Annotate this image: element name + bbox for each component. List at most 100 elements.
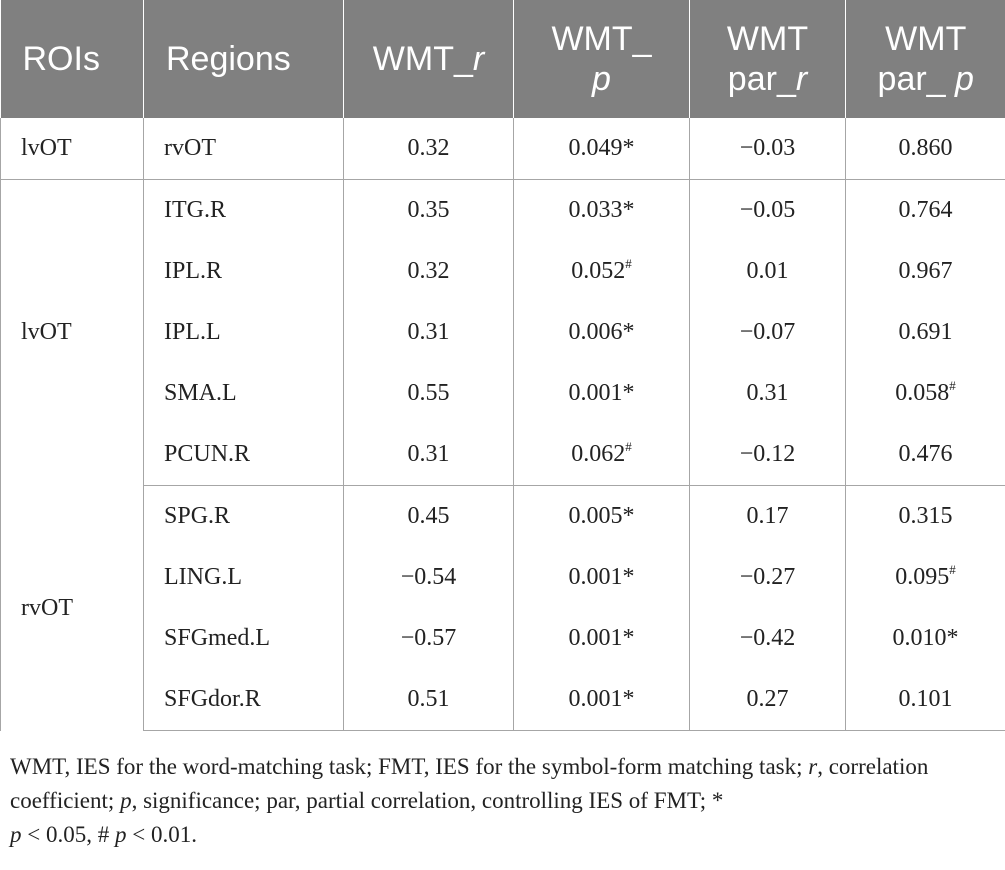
roi-cell: lvOT (0, 179, 144, 486)
wmt-p-cell: 0.001* (513, 608, 690, 669)
wmt-p-cell: 0.001* (513, 669, 690, 731)
header-par-r-line1: WMT (726, 20, 809, 58)
wmt-p-cell: 0.001* (513, 363, 690, 424)
wmt-p-cell: 0.033* (513, 179, 690, 241)
wmt-p-cell-marker: # (625, 256, 632, 271)
wmt-p-cell-marker: # (625, 439, 632, 454)
footnote-p-symbol-3: p (114, 822, 127, 847)
par-p-cell-value: 0.476 (898, 441, 953, 467)
footnote-text: WMT, IES for the word-matching task; FMT… (10, 750, 995, 852)
table-row: LING.L −0.54 0.001* −0.27 0.095# (1, 547, 1005, 608)
wmt-p-cell-value: 0.001* (568, 380, 635, 406)
table-row: rvOT SPG.R 0.45 0.005* 0.17 0.315 (0, 485, 1005, 731)
footnote-p-symbol: p (120, 788, 132, 813)
par-p-cell: 0.095# (845, 547, 1005, 608)
region-cell: SFGmed.L (143, 608, 344, 669)
region-cell: SMA.L (143, 363, 344, 424)
footnote-r-symbol: r (808, 754, 818, 779)
wmt-p-cell-value: 0.006* (568, 319, 635, 345)
region-cell: LING.L (143, 547, 344, 608)
header-regions: Regions (143, 0, 344, 118)
footnote-part-5: < 0.01. (126, 822, 197, 847)
wmt-p-cell-value: 0.033* (568, 197, 635, 223)
par-r-cell: −0.12 (689, 424, 846, 486)
table-row: SFGmed.L −0.57 0.001* −0.42 0.010* (1, 608, 1005, 669)
table-row: IPL.R 0.32 0.052# 0.01 0.967 (1, 241, 1005, 302)
wmt-p-cell-value: 0.001* (568, 625, 635, 651)
par-r-cell: −0.03 (689, 118, 846, 180)
par-p-cell-value: 0.691 (898, 319, 953, 345)
region-cell: rvOT (143, 118, 344, 180)
wmt-r-cell: 0.45 (343, 485, 514, 547)
header-wmt-r-symbol: r (472, 40, 485, 78)
table-row: IPL.L 0.31 0.006* −0.07 0.691 (1, 302, 1005, 363)
wmt-r-cell: −0.54 (343, 547, 514, 608)
header-wmt-r-prefix: WMT_ (372, 40, 473, 78)
wmt-r-cell: 0.32 (343, 118, 514, 180)
par-p-cell-value: 0.101 (898, 686, 953, 712)
wmt-r-cell: 0.51 (343, 669, 514, 731)
par-r-cell: 0.17 (689, 485, 846, 547)
par-p-cell: 0.967 (845, 241, 1005, 302)
par-p-cell: 0.010* (845, 608, 1005, 669)
par-r-cell: 0.31 (689, 363, 846, 424)
wmt-p-cell: 0.006* (513, 302, 690, 363)
wmt-p-cell: 0.052# (513, 241, 690, 302)
par-p-cell-marker: # (949, 562, 956, 577)
region-cell: PCUN.R (143, 424, 344, 486)
par-p-cell-marker: # (949, 378, 956, 393)
footnote-part-2: , correlation coefficient; (10, 754, 929, 813)
wmt-r-cell: 0.31 (343, 424, 514, 486)
wmt-p-cell-value: 0.001* (568, 564, 635, 590)
wmt-p-cell-value: 0.001* (568, 686, 635, 712)
par-r-cell: −0.42 (689, 608, 846, 669)
wmt-r-cell: 0.35 (343, 179, 514, 241)
roi-cell: rvOT (0, 485, 144, 731)
table-body: lvOT rvOT 0.32 0.049* −0.03 0.860 lvOT ITG.R 0.3… (0, 118, 1005, 731)
region-cell: IPL.L (143, 302, 344, 363)
par-r-cell: 0.27 (689, 669, 846, 731)
header-par-p-line1: WMT (885, 20, 967, 58)
par-p-cell-value: 0.315 (898, 503, 953, 529)
wmt-p-cell-value: 0.049* (568, 135, 635, 161)
header-rois: ROIs (0, 0, 144, 118)
table-row: PCUN.R 0.31 0.062# −0.12 0.476 (1, 424, 1005, 486)
footnote-part-4: < 0.05, # (21, 822, 115, 847)
par-p-cell: 0.315 (845, 485, 1005, 547)
table-row: lvOT rvOT 0.32 0.049* −0.03 0.860 (0, 118, 1005, 180)
wmt-r-cell: 0.32 (343, 241, 514, 302)
wmt-p-cell: 0.001* (513, 547, 690, 608)
par-p-cell: 0.476 (845, 424, 1005, 486)
table-header: ROIs Regions WMT_r WMT_ p WMT par_r WMT par… (0, 0, 1005, 118)
region-cell: SFGdor.R (143, 669, 344, 731)
par-r-cell: 0.01 (689, 241, 846, 302)
region-cell: ITG.R (143, 179, 344, 241)
par-p-cell: 0.101 (845, 669, 1005, 731)
header-par-r-prefix: par_ (727, 60, 796, 98)
par-p-cell-value: 0.860 (898, 135, 953, 161)
par-p-cell: 0.691 (845, 302, 1005, 363)
par-p-cell: 0.764 (845, 179, 1005, 241)
par-r-cell: −0.27 (689, 547, 846, 608)
par-p-cell-value: 0.058 (895, 380, 950, 406)
table-row: SFGdor.R 0.51 0.001* 0.27 0.101 (1, 669, 1005, 731)
header-par-r-symbol: r (795, 60, 808, 98)
table-footnote: WMT, IES for the word-matching task; FMT… (10, 750, 995, 852)
par-p-cell-value: 0.095 (895, 564, 950, 590)
header-wmt-p-symbol: p (592, 60, 611, 98)
table-row: SMA.L 0.55 0.001* 0.31 0.058# (1, 363, 1005, 424)
wmt-p-cell-value: 0.005* (568, 503, 635, 529)
header-par-p-symbol: p (955, 60, 974, 98)
region-cell: SPG.R (143, 485, 344, 547)
par-r-cell: −0.07 (689, 302, 846, 363)
header-wmt-p-prefix: WMT_ (551, 20, 652, 58)
par-p-cell: 0.058# (845, 363, 1005, 424)
wmt-p-cell-value: 0.052 (571, 258, 626, 284)
wmt-r-cell: −0.57 (343, 608, 514, 669)
par-r-cell: −0.05 (689, 179, 846, 241)
wmt-p-cell: 0.005* (513, 485, 690, 547)
wmt-p-cell: 0.049* (513, 118, 690, 180)
par-p-cell-value: 0.967 (898, 258, 953, 284)
wmt-r-cell: 0.31 (343, 302, 514, 363)
par-p-cell-value: 0.010* (892, 625, 959, 651)
